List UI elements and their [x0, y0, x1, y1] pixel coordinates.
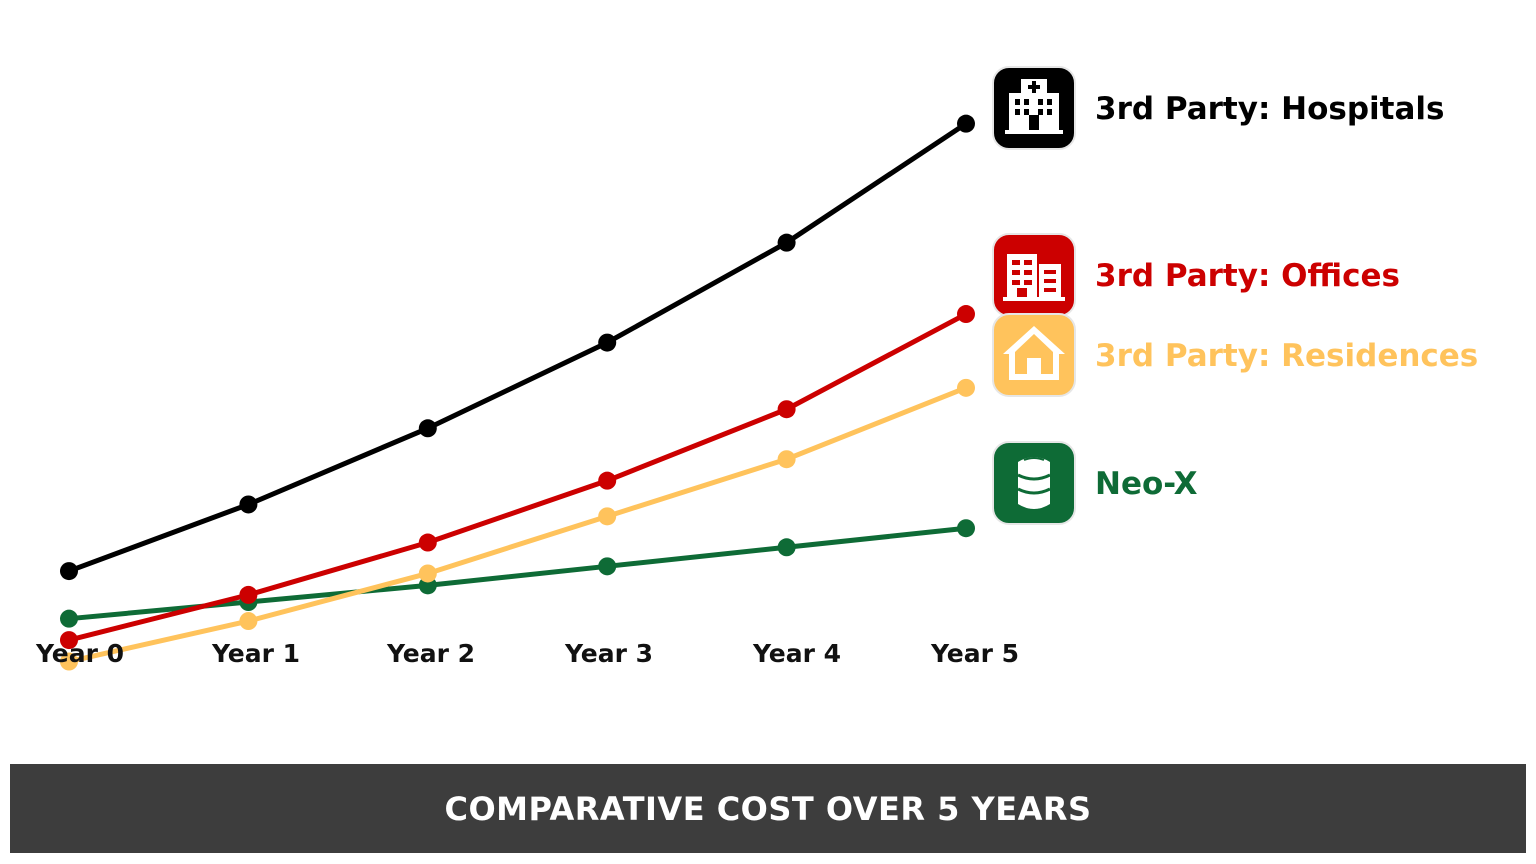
hospital-icon: [992, 66, 1076, 150]
data-point-neo-x: [598, 557, 617, 576]
data-point-3rd-party-hospitals: [777, 233, 796, 252]
data-point-3rd-party-residences: [777, 450, 796, 469]
x-tick-label: Year 5: [930, 639, 1019, 668]
data-point-neo-x: [957, 519, 975, 538]
series-line-3rd-party-hospitals: [66, 121, 969, 574]
x-tick-label: Year 4: [752, 639, 841, 668]
x-tick-label: Year 1: [211, 639, 300, 668]
data-point-neo-x: [60, 609, 78, 628]
data-point-3rd-party-offices: [957, 305, 975, 324]
series-lines: [66, 121, 969, 665]
data-point-neo-x: [777, 538, 796, 557]
chart-title: COMPARATIVE COST OVER 5 YEARS: [444, 789, 1092, 828]
legend-label-3rd-party-hospitals: 3rd Party: Hospitals: [1095, 91, 1444, 127]
x-tick-label: Year 3: [564, 639, 653, 668]
data-point-3rd-party-residences: [957, 378, 975, 397]
data-point-3rd-party-hospitals: [60, 562, 78, 581]
x-axis-tick-labels: Year 0 Year 1 Year 2 Year 3 Year 4 Year 5: [35, 639, 1019, 668]
data-point-3rd-party-residences: [418, 564, 437, 583]
barrel-icon: [992, 441, 1076, 525]
x-tick-label: Year 0: [35, 639, 124, 668]
data-point-3rd-party-hospitals: [598, 333, 617, 352]
data-point-3rd-party-hospitals: [239, 495, 258, 514]
data-point-3rd-party-offices: [598, 471, 617, 490]
legend-label-3rd-party-residences: 3rd Party: Residences: [1095, 338, 1478, 374]
data-point-3rd-party-offices: [418, 533, 437, 552]
series-line-3rd-party-offices: [66, 311, 969, 643]
data-point-3rd-party-residences: [60, 652, 78, 671]
series-line-3rd-party-residences: [66, 385, 969, 665]
office-building-icon: [992, 233, 1076, 317]
legend-label-3rd-party-offices: 3rd Party: Offices: [1095, 258, 1400, 294]
data-point-3rd-party-hospitals: [418, 419, 437, 438]
legend-label-neo-x: Neo-X: [1095, 466, 1198, 502]
series-points: [60, 114, 975, 671]
data-point-3rd-party-offices: [60, 631, 78, 650]
x-tick-label: Year 2: [386, 639, 475, 668]
data-point-3rd-party-residences: [598, 507, 617, 526]
series-legend: 3rd Party: Hospitals 3rd Party: Offices 3r…: [992, 66, 1478, 525]
data-point-3rd-party-residences: [239, 612, 258, 631]
data-point-3rd-party-offices: [777, 400, 796, 419]
house-icon: [992, 313, 1076, 397]
data-point-3rd-party-hospitals: [957, 114, 975, 133]
title-bar: COMPARATIVE COST OVER 5 YEARS: [10, 764, 1526, 853]
data-point-3rd-party-offices: [239, 585, 258, 604]
